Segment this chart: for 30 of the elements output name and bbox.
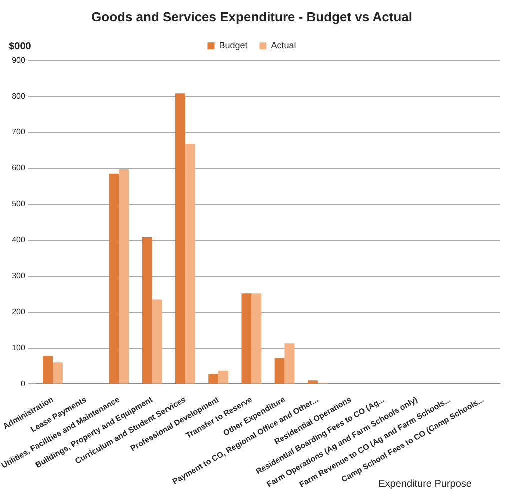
y-tick-label: 100 [12,343,26,352]
y-tick-label: 400 [12,236,26,245]
bar [208,374,219,384]
y-tick-label: 900 [12,56,26,65]
bar [185,144,196,384]
y-tick-label: 0 [20,379,26,388]
bar [43,356,54,384]
x-axis-title: Expenditure Purpose [378,478,472,490]
bar [152,300,162,384]
y-tick-label: 500 [12,200,26,209]
legend-label: Budget [219,40,248,51]
y-tick-label: 700 [12,128,26,137]
bar [308,380,318,384]
bar [274,358,285,384]
y-tick-label: 200 [12,308,26,317]
bar [284,344,295,384]
legend-label: Actual [271,40,296,51]
y-tick-label: 800 [12,92,26,101]
y-tick-label: 600 [12,164,26,173]
bar [252,294,262,384]
bar [242,294,252,384]
bar [142,238,152,384]
bar [218,370,228,384]
bar [109,174,120,384]
chart-title: Goods and Services Expenditure - Budget vs Actual [92,9,412,24]
y-tick-label: 300 [12,272,26,281]
y-axis-title: $000 [9,41,32,52]
bar [53,362,63,384]
bar [119,170,130,384]
bar [176,94,186,384]
